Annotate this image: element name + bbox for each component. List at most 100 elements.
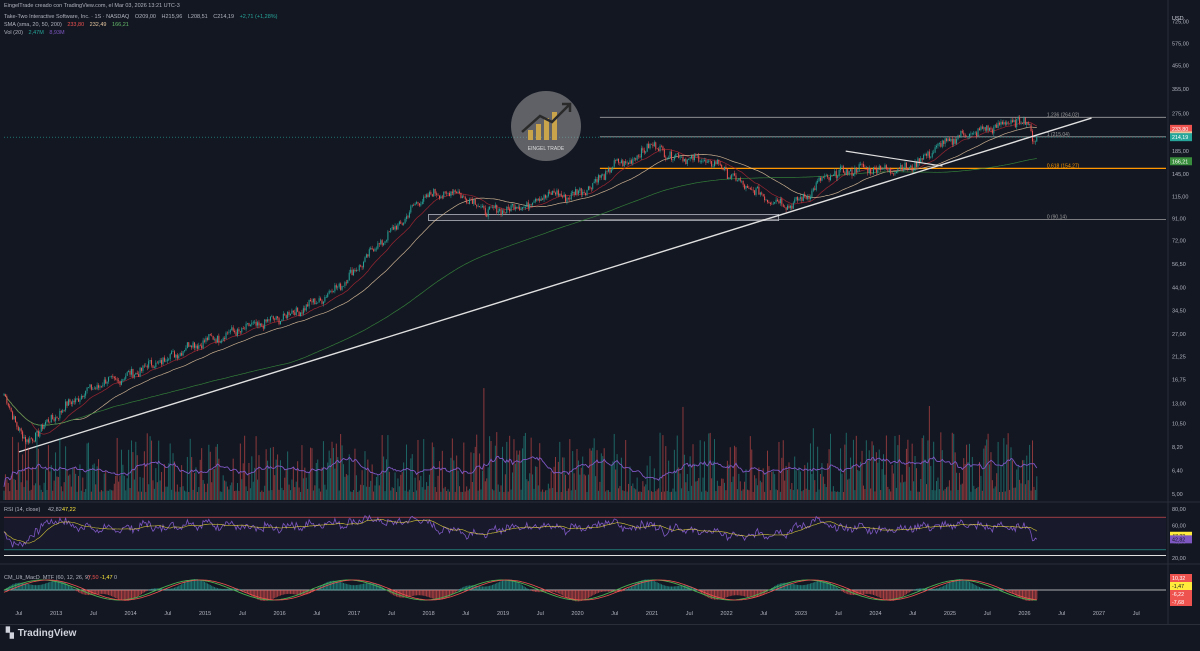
volume-bar (687, 474, 688, 500)
volume-bar (781, 458, 782, 500)
vol-label[interactable]: Vol (20) (4, 30, 23, 36)
candle-body (978, 128, 979, 136)
candle-body (727, 169, 728, 179)
macd-hist-bar (1036, 590, 1037, 599)
candle-body (555, 193, 556, 195)
candle-body (99, 386, 100, 387)
candle-body (110, 377, 111, 378)
time-axis-tick: Jul (90, 611, 97, 617)
tradingview-logo[interactable]: ▚TradingView (6, 628, 76, 639)
volume-bar (531, 438, 532, 500)
candle-body (907, 168, 908, 169)
volume-bar (29, 491, 30, 500)
volume-bar (983, 449, 984, 500)
volume-bar (253, 482, 254, 500)
candle-body (253, 322, 254, 323)
macd-hist-bar (870, 590, 871, 594)
volume-bar (809, 490, 810, 500)
macd-hist-bar (733, 590, 734, 595)
volume-bar (923, 435, 924, 500)
candle-body (1005, 122, 1006, 124)
volume-bar (554, 467, 555, 500)
candle-body (519, 207, 520, 210)
candle-body (574, 192, 575, 195)
volume-bar (508, 492, 509, 500)
candle-body (69, 399, 70, 402)
candle-body (737, 180, 738, 181)
macd-hist-bar (342, 582, 343, 590)
support-box (429, 214, 779, 220)
candle-body (458, 192, 459, 194)
volume-bar (735, 447, 736, 500)
macd-hist-bar (843, 590, 844, 592)
macd-hist-bar (150, 589, 151, 590)
candle-body (425, 197, 426, 198)
candle-body (605, 171, 606, 180)
volume-bar (203, 480, 204, 500)
macd-hist-bar (631, 586, 632, 590)
macd-hist-bar (882, 590, 883, 599)
macd-hist-bar (367, 583, 368, 590)
time-axis-tick: Jul (760, 611, 767, 617)
rsi-ma-value: 47,22 (62, 507, 76, 513)
volume-bar (465, 492, 466, 500)
volume-bar (64, 482, 65, 500)
volume-bar (545, 490, 546, 500)
candle-body (459, 192, 460, 193)
volume-bar (564, 458, 565, 500)
volume-bar (157, 482, 158, 500)
macd-hist-bar (97, 590, 98, 594)
volume-bar (849, 479, 850, 500)
candle-body (986, 125, 987, 130)
volume-bar (250, 488, 251, 500)
candle-body (532, 203, 533, 205)
volume-bar (254, 468, 255, 500)
rsi-title[interactable]: RSI (14, close) (4, 507, 41, 513)
candle-body (604, 174, 605, 180)
candle-body (287, 312, 288, 318)
macd-hist-bar (223, 589, 224, 591)
candle-body (942, 141, 943, 147)
volume-bar (708, 433, 709, 500)
volume-bar (764, 492, 765, 500)
volume-bar (51, 465, 52, 500)
candle-body (150, 360, 151, 361)
macd-hist-bar (750, 590, 751, 597)
volume-bar (306, 478, 307, 500)
volume-bar (542, 490, 543, 500)
macd-hist-bar (296, 590, 297, 595)
volume-bar (1026, 456, 1027, 500)
volume-bar (223, 475, 224, 500)
candle-body (336, 285, 337, 287)
candle-body (148, 361, 149, 367)
candle-body (171, 351, 172, 354)
candle-body (294, 312, 295, 315)
symbol-name[interactable]: Take-Two Interactive Software, Inc. · 1S… (4, 14, 129, 20)
volume-bar (595, 476, 596, 500)
volume-bar (558, 462, 559, 500)
sma-label[interactable]: SMA (sma, 20, 50, 200) (4, 22, 62, 28)
volume-bar (339, 491, 340, 500)
candle-body (164, 358, 165, 362)
macd-hist-bar (661, 584, 662, 590)
candle-body (998, 123, 999, 128)
macd-hist-bar (582, 590, 583, 601)
volume-bar (866, 440, 867, 500)
attribution-line: EingelTrade creado con TradingView.com, … (4, 3, 184, 9)
macd-hist-bar (227, 589, 228, 591)
candle-body (658, 149, 659, 151)
volume-bar (922, 438, 923, 500)
volume-bar (171, 490, 172, 500)
macd-hist-bar (605, 590, 606, 592)
volume-bar (925, 460, 926, 500)
candle-body (724, 167, 725, 170)
macd-hist-bar (807, 584, 808, 590)
volume-bar (369, 487, 370, 500)
volume-bar (419, 480, 420, 500)
macd-hist-bar (804, 585, 805, 590)
candle-body (564, 195, 565, 198)
volume-bar (297, 461, 298, 500)
candle-body (107, 382, 108, 384)
